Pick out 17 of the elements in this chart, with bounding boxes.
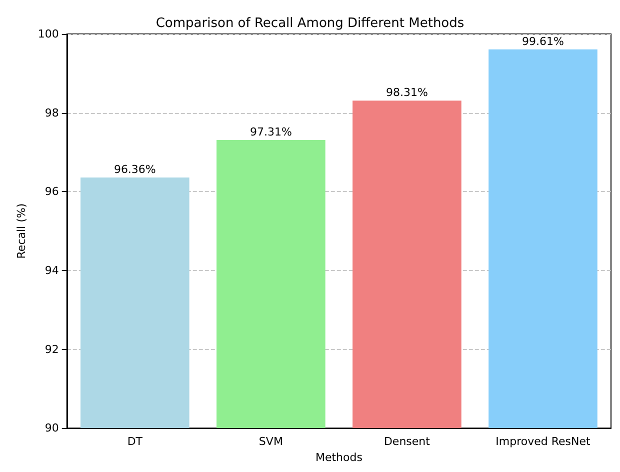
chart-title: Comparison of Recall Among Different Methods: [156, 16, 464, 31]
y-tick-label: 92: [44, 342, 59, 356]
x-axis-title: Methods: [315, 451, 363, 464]
y-tick-label: 98: [44, 106, 59, 120]
x-tick-label: SVM: [258, 435, 283, 448]
data-label: 96.36%: [114, 162, 156, 176]
x-tick-label: DT: [127, 435, 143, 448]
y-axis-title: Recall (%): [15, 203, 28, 259]
data-label: 98.31%: [386, 86, 428, 100]
x-tick-label: Improved ResNet: [496, 435, 592, 448]
y-tick-label: 94: [44, 264, 59, 277]
y-tick-label: 90: [44, 422, 59, 435]
x-tick-label: Densent: [384, 435, 431, 448]
data-label: 97.31%: [250, 126, 292, 139]
data-label: 99.61%: [522, 34, 564, 48]
y-tick-label: 96: [44, 185, 59, 198]
y-tick-label: 100: [38, 28, 59, 40]
